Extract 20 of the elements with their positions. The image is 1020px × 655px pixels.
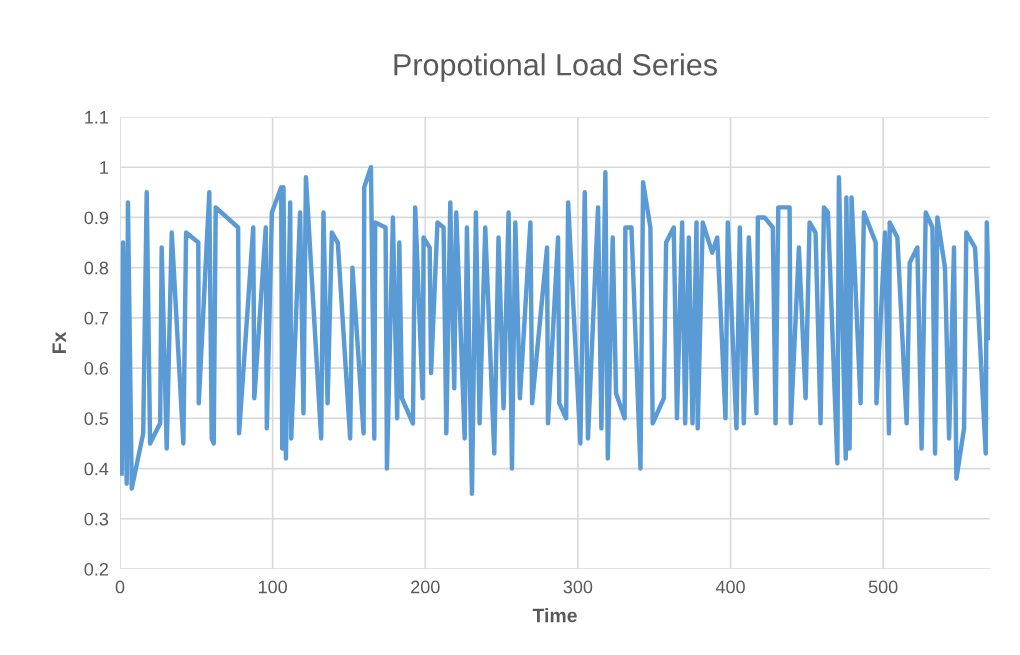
x-tick-label: 400 bbox=[715, 580, 745, 594]
y-tick-label: 0.2 bbox=[84, 562, 108, 576]
x-axis-title: Time bbox=[532, 608, 577, 623]
chart-title: Propotional Load Series bbox=[394, 53, 717, 82]
y-tick-label: 0.5 bbox=[84, 412, 109, 426]
x-tick-label: 200 bbox=[411, 580, 440, 594]
y-tick-label: 0.3 bbox=[84, 512, 109, 526]
line-series bbox=[120, 165, 990, 496]
y-tick-label: 0.9 bbox=[84, 211, 109, 225]
y-tick-label: 0.7 bbox=[84, 311, 108, 325]
y-tick-label: 1 bbox=[100, 161, 109, 174]
x-tick-label: 0 bbox=[115, 580, 125, 594]
x-tick-label: 500 bbox=[868, 580, 898, 594]
x-tick-label: 300 bbox=[563, 580, 593, 594]
x-tick-label: 100 bbox=[258, 580, 287, 594]
y-tick-label: 0.6 bbox=[84, 362, 109, 375]
y-tick-label: 0.4 bbox=[84, 462, 109, 476]
y-tick-label: 0.8 bbox=[84, 261, 109, 275]
y-tick-label: 1.1 bbox=[85, 111, 109, 124]
y-axis-title: Fx bbox=[52, 331, 66, 354]
